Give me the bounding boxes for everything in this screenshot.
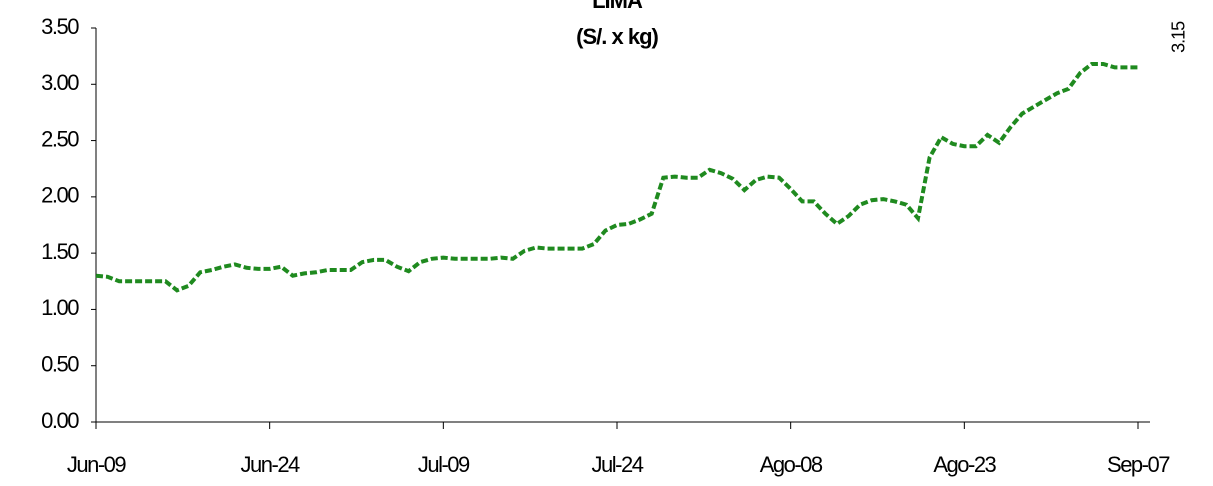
x-tick-label: Jul-09 [418, 452, 470, 477]
y-tick-label: 2.50 [41, 126, 79, 151]
y-tick-label: 0.50 [41, 352, 79, 377]
x-tick-label: Sep-07 [1107, 452, 1170, 477]
data-label: 3.15 [1169, 21, 1189, 53]
y-tick-label: 3.50 [41, 14, 79, 39]
y-tick-label: 2.00 [41, 183, 79, 208]
line [95, 62, 1138, 293]
y-tick-label: 3.00 [41, 70, 79, 95]
chart-subtitle: (S/. x kg) [576, 24, 658, 49]
y-tick-label: 1.00 [41, 295, 79, 320]
x-tick-label: Ago-23 [933, 452, 996, 477]
chart-title: LIMA [592, 0, 643, 13]
x-tick-label: Jun-24 [241, 452, 301, 477]
x-tick-label: Jun-09 [67, 452, 127, 477]
x-tick-label: Jul-24 [592, 452, 644, 477]
y-tick-label: 1.50 [41, 239, 79, 264]
x-tick-label: Ago-08 [760, 452, 823, 477]
y-tick-label: 0.00 [41, 408, 79, 433]
